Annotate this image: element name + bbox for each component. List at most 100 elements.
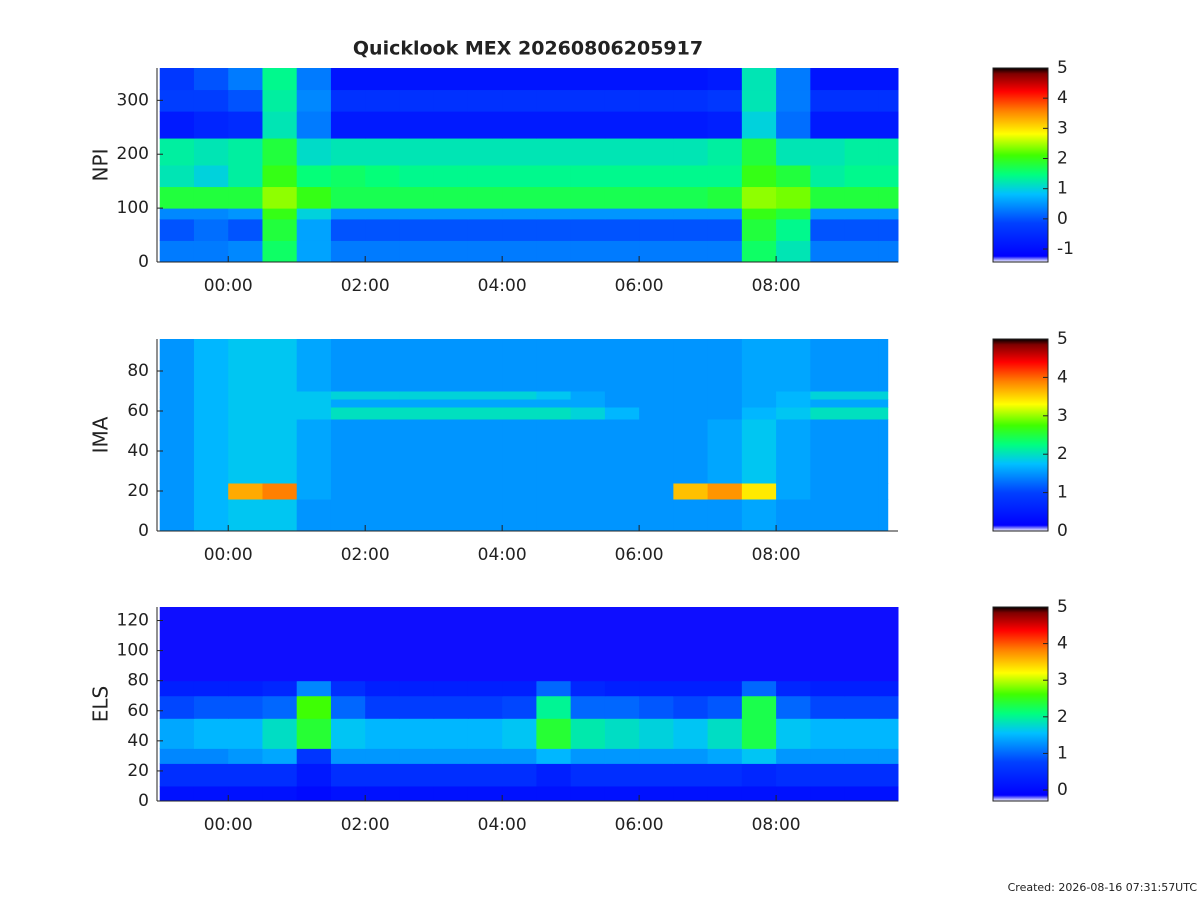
heat-cell bbox=[433, 208, 469, 220]
heat-cell bbox=[262, 391, 298, 400]
heat-cell bbox=[262, 240, 298, 263]
heat-cell bbox=[296, 218, 332, 241]
heat-cell bbox=[467, 407, 503, 420]
heat-cell bbox=[536, 240, 572, 263]
x-tick-label: 04:00 bbox=[478, 276, 527, 296]
heat-cell bbox=[844, 111, 880, 139]
heat-cell bbox=[467, 483, 503, 500]
heat-cell bbox=[604, 680, 640, 697]
heat-cell bbox=[193, 407, 229, 420]
heat-cell bbox=[878, 165, 899, 188]
heat-cell bbox=[741, 89, 777, 112]
heat-cell bbox=[193, 218, 229, 241]
heat-cell bbox=[810, 138, 846, 166]
heat-cell bbox=[330, 785, 366, 802]
heat-cell bbox=[296, 138, 332, 166]
heat-cell bbox=[433, 339, 469, 392]
heat-cell bbox=[570, 391, 606, 400]
heat-cell bbox=[467, 607, 503, 682]
heat-cell bbox=[844, 68, 880, 91]
colorbar-tick-label: 3 bbox=[1057, 118, 1068, 138]
heat-cell bbox=[844, 240, 880, 263]
heat-cell bbox=[296, 208, 332, 220]
heat-cell bbox=[296, 407, 332, 420]
heat-cell bbox=[810, 111, 846, 139]
heat-cell bbox=[399, 208, 435, 220]
heat-cell bbox=[776, 138, 811, 166]
colorbar-tick-label: 0 bbox=[1057, 209, 1068, 229]
heat-cell bbox=[159, 68, 195, 91]
heat-cell bbox=[776, 718, 811, 749]
heat-cell bbox=[467, 680, 503, 697]
heat-cell bbox=[639, 218, 674, 241]
heat-cell bbox=[878, 785, 899, 802]
heat-cell bbox=[262, 748, 298, 764]
heat-cell bbox=[433, 419, 469, 484]
heat-cell bbox=[502, 339, 537, 392]
heat-cell bbox=[296, 695, 332, 719]
heat-cell bbox=[365, 483, 400, 500]
heat-cell bbox=[878, 499, 889, 532]
heat-cell bbox=[639, 695, 674, 719]
y-tick-label: 20 bbox=[127, 761, 149, 781]
heat-cell bbox=[159, 165, 195, 188]
heat-cell bbox=[365, 186, 400, 209]
heat-cell bbox=[707, 186, 743, 209]
heat-cell bbox=[399, 186, 435, 209]
heat-cell bbox=[673, 218, 709, 241]
heat-cell bbox=[193, 680, 229, 697]
heat-cell bbox=[844, 483, 880, 500]
heat-cell bbox=[502, 208, 537, 220]
heat-cell bbox=[262, 785, 298, 802]
x-tick-label: 04:00 bbox=[478, 815, 527, 835]
heat-cell bbox=[228, 68, 263, 91]
heat-cell bbox=[810, 391, 846, 400]
heat-cell bbox=[707, 391, 743, 400]
colorbar-tick-label: 5 bbox=[1057, 329, 1068, 349]
heat-cell bbox=[604, 407, 640, 420]
heat-cell bbox=[707, 499, 743, 532]
heat-cell bbox=[330, 68, 366, 91]
heat-cell bbox=[228, 186, 263, 209]
heat-cell bbox=[741, 695, 777, 719]
heat-cell bbox=[262, 718, 298, 749]
heat-cell bbox=[810, 785, 846, 802]
heat-cell bbox=[502, 695, 537, 719]
heat-cell bbox=[262, 339, 298, 392]
heat-cell bbox=[810, 695, 846, 719]
heat-cell bbox=[878, 186, 899, 209]
heat-cell bbox=[399, 399, 435, 408]
heat-cell bbox=[707, 748, 743, 764]
x-tick-label: 06:00 bbox=[615, 545, 664, 565]
heat-cell bbox=[365, 89, 400, 112]
heat-cell bbox=[502, 419, 537, 484]
heat-cell bbox=[433, 483, 469, 500]
heat-cell bbox=[844, 186, 880, 209]
heat-cell bbox=[502, 68, 537, 91]
heat-cell bbox=[330, 695, 366, 719]
heat-cell bbox=[639, 680, 674, 697]
heat-cell bbox=[193, 763, 229, 787]
heat-cell bbox=[228, 695, 263, 719]
heat-cell bbox=[536, 68, 572, 91]
heat-cell bbox=[844, 748, 880, 764]
colorbar-tick-label: 3 bbox=[1057, 406, 1068, 426]
heat-cell bbox=[262, 499, 298, 532]
colorbar-tick-label: -1 bbox=[1057, 239, 1074, 259]
heat-cell bbox=[399, 407, 435, 420]
heat-cell bbox=[707, 763, 743, 787]
heat-cell bbox=[228, 607, 263, 682]
heat-cell bbox=[639, 483, 674, 500]
heat-cell bbox=[330, 499, 366, 532]
heat-cell bbox=[399, 785, 435, 802]
heat-cell bbox=[844, 138, 880, 166]
heat-cell bbox=[536, 89, 572, 112]
heat-cell bbox=[365, 218, 400, 241]
heat-cell bbox=[159, 763, 195, 787]
heat-cell bbox=[433, 785, 469, 802]
heat-cell bbox=[262, 111, 298, 139]
heat-cell bbox=[365, 240, 400, 263]
heat-cell bbox=[536, 718, 572, 749]
colorbar bbox=[992, 338, 1049, 532]
